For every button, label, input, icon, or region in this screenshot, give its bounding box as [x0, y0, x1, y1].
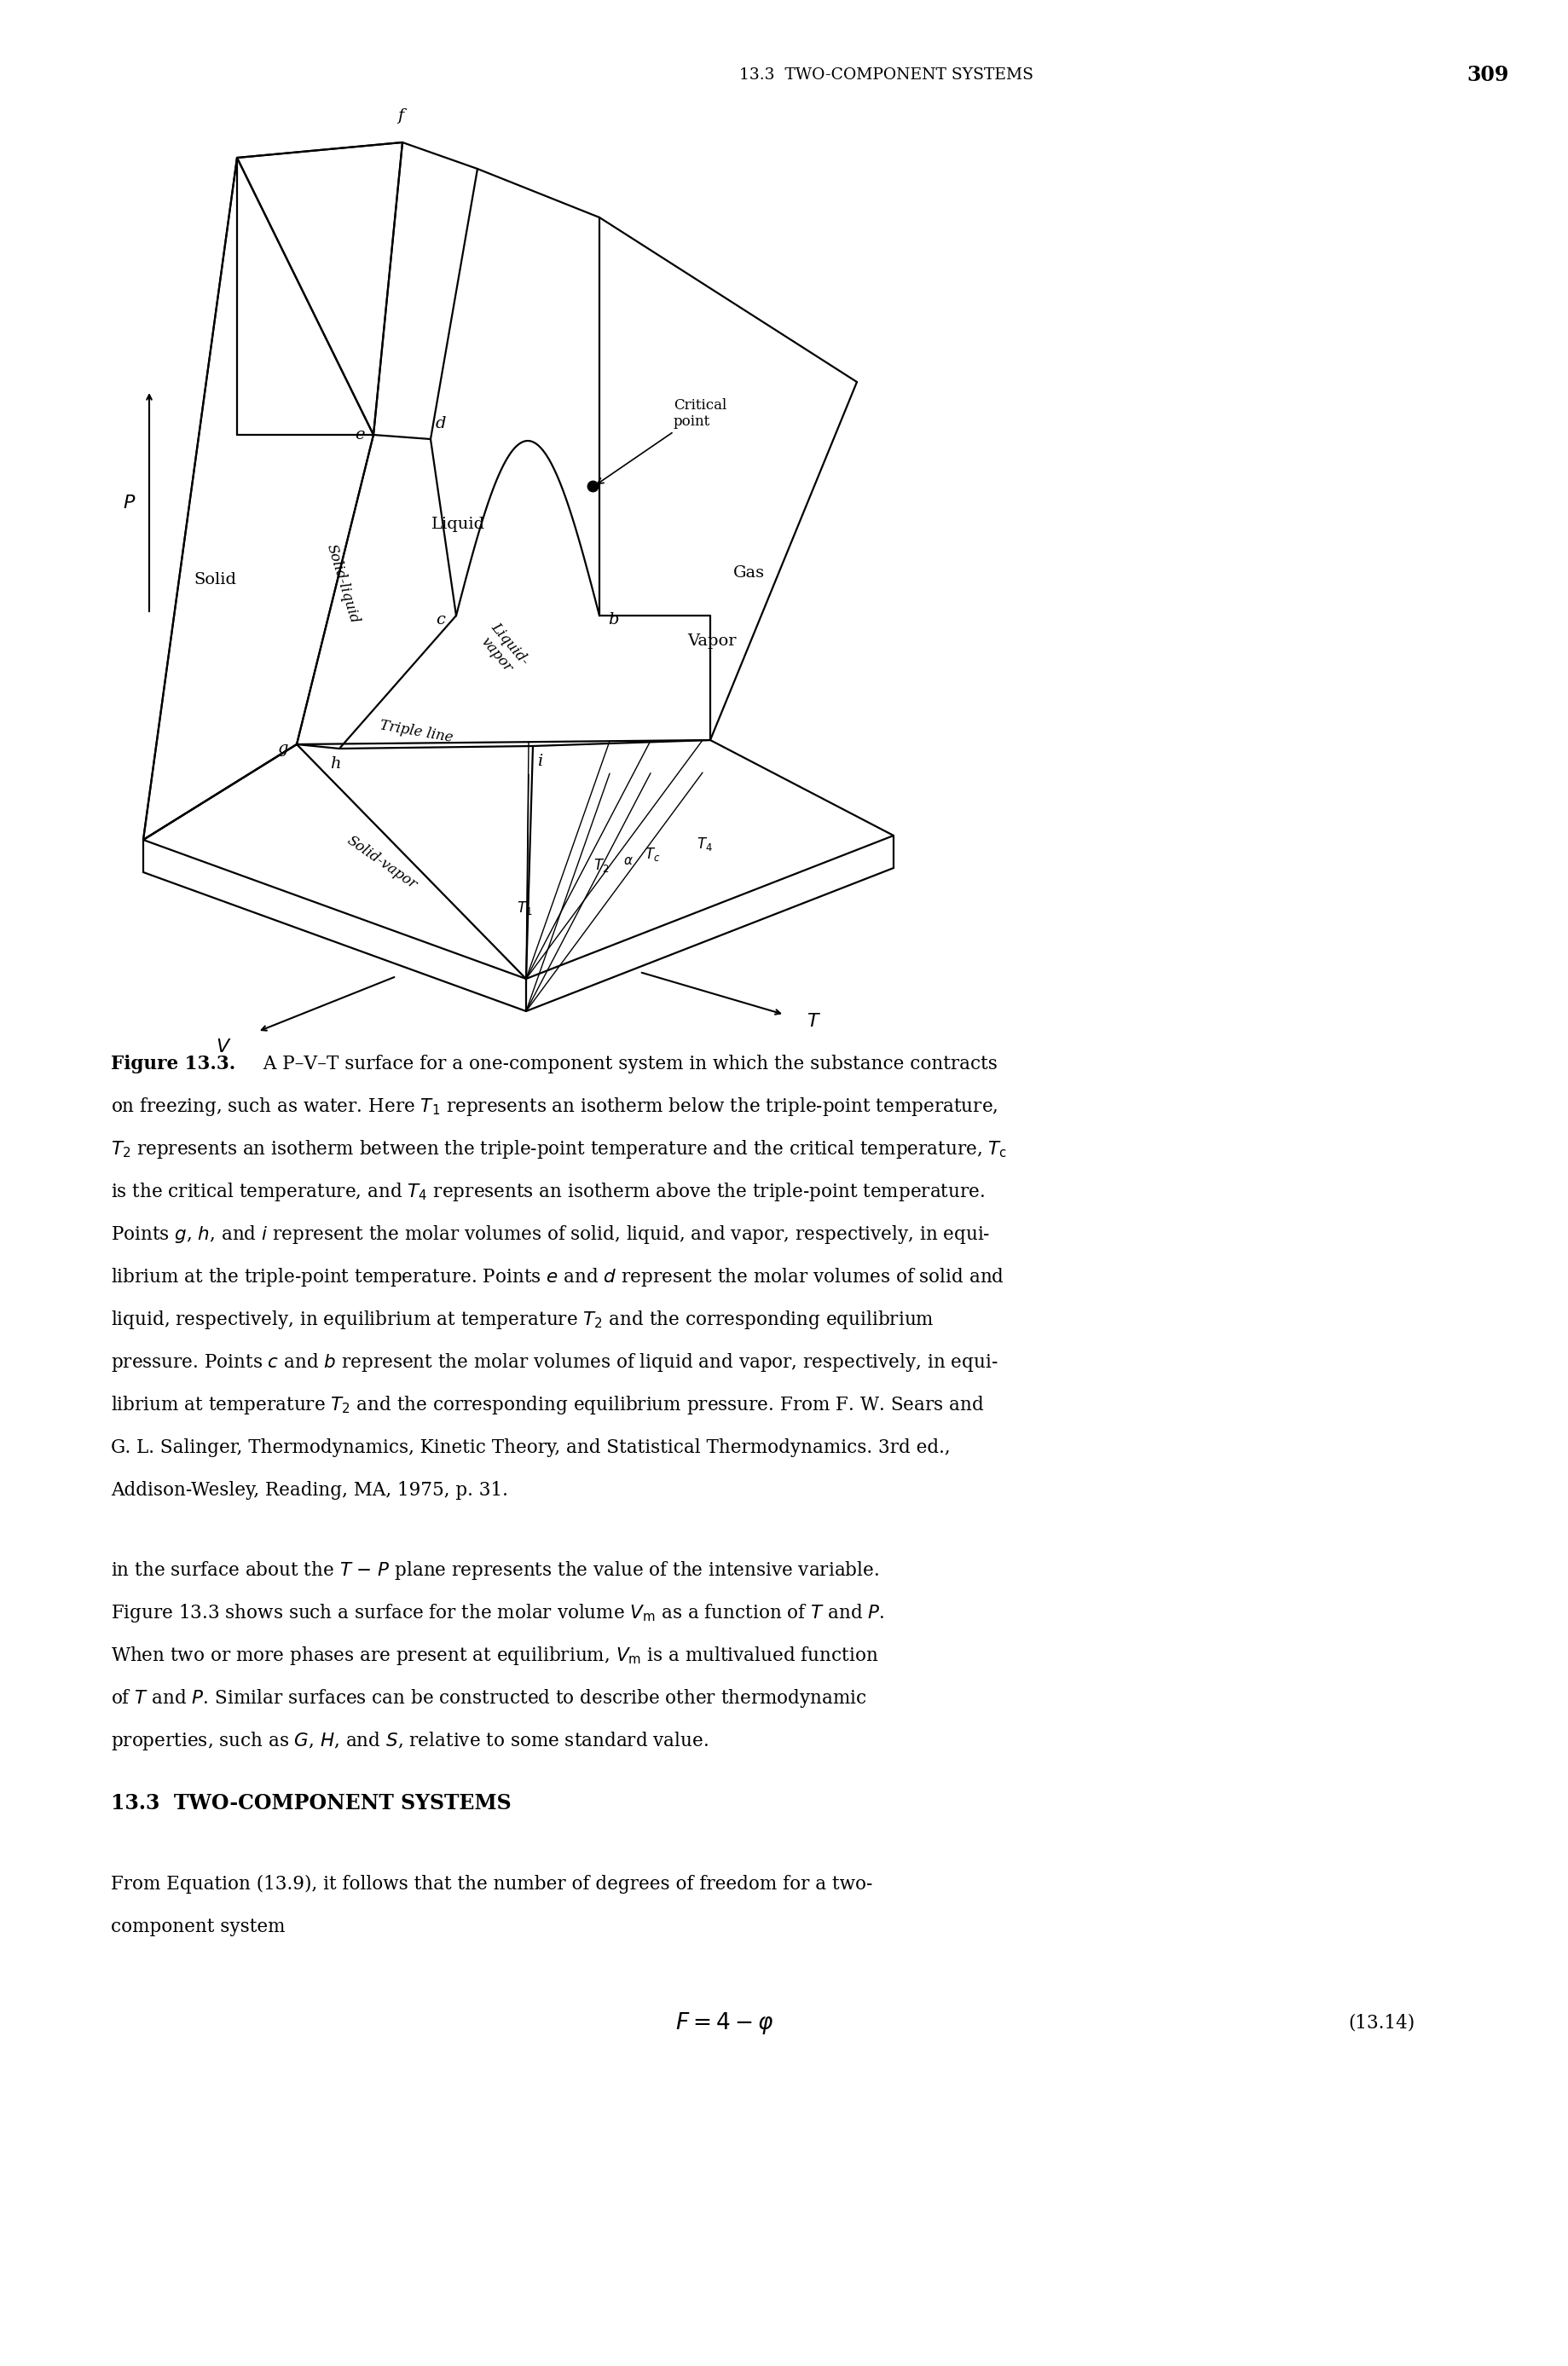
Text: f: f	[397, 109, 403, 123]
Text: Triple line: Triple line	[378, 717, 453, 745]
Text: Critical
point: Critical point	[597, 397, 726, 483]
Text: Gas: Gas	[732, 565, 764, 580]
Text: $F = 4 - \varphi$: $F = 4 - \varphi$	[674, 2011, 773, 2037]
Text: Vapor: Vapor	[687, 634, 735, 648]
Text: Figure 13.3 shows such a surface for the molar volume $V_{\rm m}$ as a function : Figure 13.3 shows such a surface for the…	[111, 1602, 884, 1623]
Text: d: d	[436, 416, 445, 431]
Text: Liquid: Liquid	[431, 516, 486, 532]
Text: on freezing, such as water. Here $T_1$ represents an isotherm below the triple-p: on freezing, such as water. Here $T_1$ r…	[111, 1095, 997, 1117]
Text: $T_c$: $T_c$	[644, 845, 660, 864]
Text: Addison-Wesley, Reading, MA, 1975, p. 31.: Addison-Wesley, Reading, MA, 1975, p. 31…	[111, 1481, 508, 1500]
Text: b: b	[607, 613, 618, 627]
Text: Solid-liquid: Solid-liquid	[323, 542, 362, 625]
Text: Liquid-
vapor: Liquid- vapor	[475, 620, 532, 679]
Text: librium at the triple-point temperature. Points $e$ and $d$ represent the molar : librium at the triple-point temperature.…	[111, 1266, 1004, 1289]
Text: in the surface about the $T$ − $P$ plane represents the value of the intensive v: in the surface about the $T$ − $P$ plane…	[111, 1559, 878, 1580]
Text: Figure 13.3.: Figure 13.3.	[111, 1055, 235, 1074]
Text: $P$: $P$	[122, 494, 136, 513]
Text: $T_4$: $T_4$	[696, 835, 712, 852]
Text: of $T$ and $P$. Similar surfaces can be constructed to describe other thermodyna: of $T$ and $P$. Similar surfaces can be …	[111, 1687, 867, 1711]
Text: Solid: Solid	[193, 573, 237, 587]
Text: From Equation (13.9), it follows that the number of degrees of freedom for a two: From Equation (13.9), it follows that th…	[111, 1874, 872, 1893]
Text: is the critical temperature, and $T_4$ represents an isotherm above the triple-p: is the critical temperature, and $T_4$ r…	[111, 1181, 985, 1202]
Text: liquid, respectively, in equilibrium at temperature $T_2$ and the corresponding : liquid, respectively, in equilibrium at …	[111, 1308, 933, 1332]
Text: $T_2$ represents an isotherm between the triple-point temperature and the critic: $T_2$ represents an isotherm between the…	[111, 1138, 1007, 1159]
Text: h: h	[329, 757, 340, 771]
Text: $T_2$: $T_2$	[593, 856, 608, 873]
Text: $V$: $V$	[215, 1039, 230, 1055]
Text: pressure. Points $c$ and $b$ represent the molar volumes of liquid and vapor, re: pressure. Points $c$ and $b$ represent t…	[111, 1351, 997, 1375]
Text: 13.3  TWO-COMPONENT SYSTEMS: 13.3 TWO-COMPONENT SYSTEMS	[739, 66, 1033, 83]
Text: 309: 309	[1466, 64, 1508, 85]
Text: component system: component system	[111, 1916, 285, 1935]
Text: 13.3  TWO-COMPONENT SYSTEMS: 13.3 TWO-COMPONENT SYSTEMS	[111, 1793, 511, 1812]
Text: Points $g$, $h$, and $i$ represent the molar volumes of solid, liquid, and vapor: Points $g$, $h$, and $i$ represent the m…	[111, 1223, 989, 1245]
Text: c: c	[436, 613, 445, 627]
Text: $T$: $T$	[806, 1013, 822, 1032]
Text: e: e	[354, 428, 364, 442]
Text: librium at temperature $T_2$ and the corresponding equilibrium pressure. From F.: librium at temperature $T_2$ and the cor…	[111, 1394, 983, 1417]
Text: A P–V–T surface for a one-component system in which the substance contracts: A P–V–T surface for a one-component syst…	[257, 1055, 997, 1074]
Text: G. L. Salinger, Thermodynamics, Kinetic Theory, and Statistical Thermodynamics. : G. L. Salinger, Thermodynamics, Kinetic …	[111, 1439, 950, 1457]
Text: $\alpha$: $\alpha$	[622, 854, 633, 866]
Polygon shape	[143, 142, 403, 840]
Text: properties, such as $G$, $H$, and $S$, relative to some standard value.: properties, such as $G$, $H$, and $S$, r…	[111, 1730, 709, 1753]
Text: When two or more phases are present at equilibrium, $V_{\rm m}$ is a multivalued: When two or more phases are present at e…	[111, 1644, 878, 1668]
Text: $T_1$: $T_1$	[516, 899, 532, 916]
Text: g: g	[278, 741, 289, 757]
Text: i: i	[536, 755, 543, 769]
Text: (13.14): (13.14)	[1347, 2013, 1414, 2032]
Text: Solid-vapor: Solid-vapor	[343, 833, 420, 892]
